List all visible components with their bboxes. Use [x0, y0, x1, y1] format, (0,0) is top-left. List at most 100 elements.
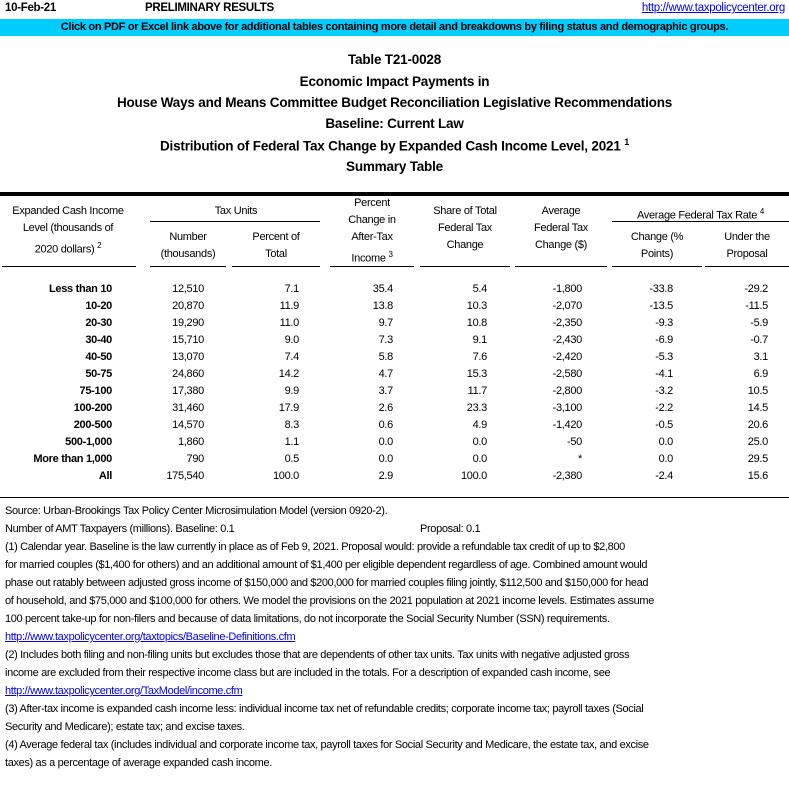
header-number-line: Number — [150, 229, 226, 246]
income-level-cell: 500-1,000 — [65, 436, 112, 448]
table-row: All 175,540 100.0 2.9 100.0 -2,380 -2.4 15.6 — [0, 470, 789, 487]
income-level-cell: 10-20 — [85, 300, 112, 312]
data-cell: 5.8 — [378, 351, 394, 363]
header-income-level: Expanded Cash Income Level (thousands of 2… — [0, 203, 136, 259]
income-definition-link[interactable]: http://www.taxpolicycenter.org/TaxModel/… — [5, 685, 243, 697]
data-cell: 15,710 — [172, 334, 204, 346]
data-cell: 10.5 — [747, 385, 769, 397]
header-avg-rate-text: Average Federal Tax Rate — [636, 209, 758, 222]
data-cell: 9.1 — [472, 334, 488, 346]
data-cell: 6.9 — [753, 368, 769, 380]
data-cell: -2,800 — [552, 385, 583, 397]
header-underline — [515, 266, 607, 267]
baseline-definitions-link[interactable]: http://www.taxpolicycenter.org/taxtopics… — [5, 631, 296, 643]
data-cell: -2,580 — [552, 368, 583, 380]
data-cell: -0.5 — [655, 419, 673, 431]
header-avg-change: Average Federal Tax Change ($) — [515, 203, 607, 254]
header-rate-under-text: Proposal — [726, 248, 768, 260]
data-cell: -2,070 — [552, 300, 583, 312]
table-row: Less than 10 12,510 7.1 35.4 5.4 -1,800 -33.8 -… — [0, 283, 789, 300]
data-cell: 7.1 — [284, 283, 300, 295]
footnote-2-line: income are excluded from their respectiv… — [5, 667, 611, 679]
header-income-level-line: Level (thousands of — [0, 220, 136, 237]
data-cell: 7.4 — [284, 351, 300, 363]
header-income-level-text: 2020 dollars) — [34, 243, 95, 256]
info-banner: Click on PDF or Excel link above for add… — [0, 19, 789, 36]
data-cell: 9.0 — [284, 334, 300, 346]
data-cell: 1,860 — [177, 436, 204, 448]
report-date: 10-Feb-21 — [5, 2, 56, 14]
data-cell: 7.6 — [472, 351, 488, 363]
data-cell: 14,570 — [172, 419, 204, 431]
header-percent-total-text: Percent of — [252, 231, 300, 243]
header-share-text: Change — [446, 239, 484, 251]
header-tax-units-line: Tax Units — [150, 203, 322, 220]
header-number-line: (thousands) — [150, 246, 226, 263]
header-avg-change-text: Average — [541, 205, 581, 217]
data-cell: 14.2 — [278, 368, 300, 380]
footnote-ref: 3 — [388, 250, 393, 259]
data-cell: -2,430 — [552, 334, 583, 346]
data-cell: 10.3 — [466, 300, 488, 312]
header-share: Share of Total Federal Tax Change — [420, 203, 510, 254]
data-cell: * — [578, 453, 582, 465]
title-line-3: Baseline: Current Law — [325, 116, 464, 131]
tpc-home-link[interactable]: http://www.taxpolicycenter.org — [641, 2, 785, 14]
footnote-1-line: 100 percent take-up for non-filers and b… — [5, 613, 610, 625]
footnote-3-line: (3) After-tax income is expanded cash in… — [5, 703, 644, 715]
data-cell: 29.5 — [747, 453, 769, 465]
header-underline — [150, 266, 226, 267]
data-cell: 15.3 — [466, 368, 488, 380]
header-income-level-line: Expanded Cash Income — [0, 203, 136, 220]
data-cell: 9.7 — [378, 317, 394, 329]
header-avg-change-text: Federal Tax — [534, 222, 588, 234]
footnote-ref: 2 — [97, 241, 102, 250]
data-cell: 11.0 — [279, 317, 300, 329]
data-cell: 790 — [186, 453, 205, 465]
table-row: 200-500 14,570 8.3 0.6 4.9 -1,420 -0.5 20.6 — [0, 419, 789, 436]
data-cell: 25.0 — [747, 436, 769, 448]
data-cell: 12,510 — [172, 283, 204, 295]
data-cell: 19,290 — [172, 317, 204, 329]
data-cell: 7.3 — [378, 334, 394, 346]
header-rate-change-text: Points) — [640, 248, 674, 260]
header-pct-change-line: After-Tax — [330, 229, 414, 246]
data-cell: 2.9 — [378, 470, 394, 482]
header-pct-change-line: Income 3 — [330, 246, 414, 268]
header-avg-change-line: Average — [515, 203, 607, 220]
data-cell: 24,860 — [172, 368, 204, 380]
header-underline — [612, 266, 702, 267]
amt-proposal: Proposal: 0.1 — [420, 523, 481, 535]
header-pct-change-text: Change in — [348, 214, 396, 226]
data-cell: 0.0 — [658, 436, 674, 448]
header-income-level-line: 2020 dollars) 2 — [0, 237, 136, 259]
header-pct-change: Percent Change in After-Tax Income 3 — [330, 195, 414, 268]
footnote-4-line: (4) Average federal tax (includes indivi… — [5, 739, 649, 751]
header-income-level-text: Expanded Cash Income — [12, 205, 124, 217]
header-rate-under: Under the Proposal — [705, 229, 789, 263]
table-row: 40-50 13,070 7.4 5.8 7.6 -2,420 -5.3 3.1 — [0, 351, 789, 368]
data-cell: 175,540 — [166, 470, 204, 482]
data-cell: -2,380 — [552, 470, 583, 482]
footnote-1-line: of household, and $75,000 and $100,000 f… — [5, 595, 654, 607]
header-rate-change-line: Points) — [612, 246, 702, 263]
table-row: 100-200 31,460 17.9 2.6 23.3 -3,100 -2.2 14.5 — [0, 402, 789, 419]
header-rate-change-text: Change (% — [630, 231, 684, 243]
header-avg-rate-line: Average Federal Tax Rate 4 — [612, 203, 789, 225]
header-rate-under-line: Proposal — [705, 246, 789, 263]
income-level-cell: 40-50 — [85, 351, 112, 363]
table-row: 50-75 24,860 14.2 4.7 15.3 -2,580 -4.1 6.9 — [0, 368, 789, 385]
header-pct-change-text: Income — [351, 252, 386, 265]
data-cell: 1.1 — [284, 436, 300, 448]
data-cell: 4.9 — [472, 419, 488, 431]
data-cell: -2,350 — [552, 317, 583, 329]
header-tax-units-text: Tax Units — [214, 205, 258, 217]
table-row: More than 1,000 790 0.5 0.0 0.0 * 0.0 29.5 — [0, 453, 789, 470]
footnote-1-line: for married couples ($1,400 for others) … — [5, 559, 648, 571]
data-cell: -5.9 — [750, 317, 768, 329]
data-cell: 14.5 — [747, 402, 769, 414]
table-row: 10-20 20,870 11.9 13.8 10.3 -2,070 -13.5 -11.5 — [0, 300, 789, 317]
header-pct-change-text: Percent — [354, 197, 390, 209]
data-cell: -11.5 — [745, 300, 768, 312]
header-number-text: (thousands) — [160, 248, 216, 260]
